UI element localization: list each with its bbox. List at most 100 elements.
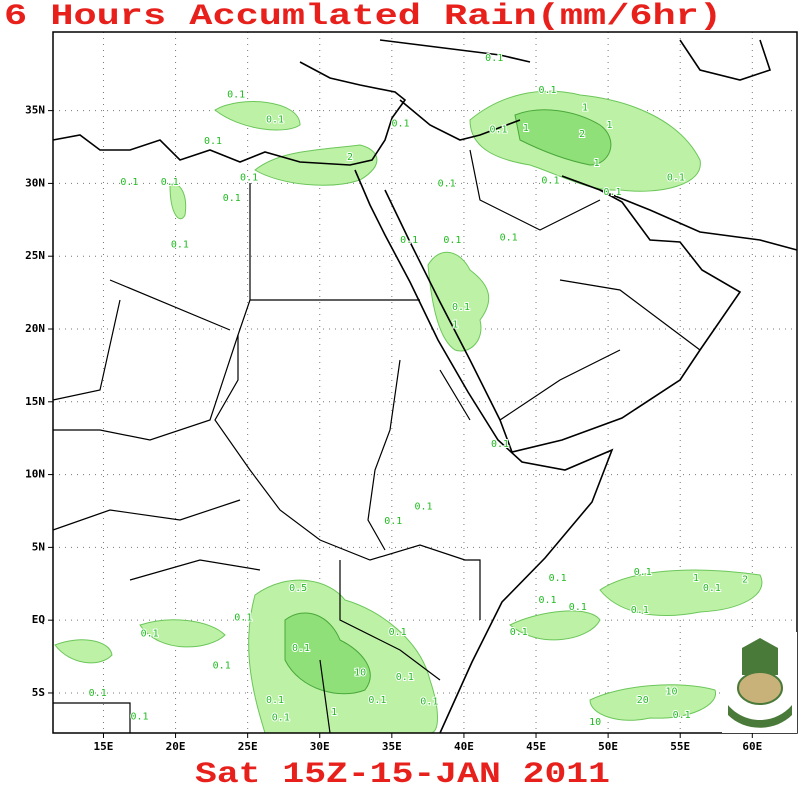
map-title: 6 Hours Accumlated Rain(mm/6hr) [4, 0, 722, 34]
contour-label: 0.1 [389, 627, 407, 638]
contour-label: 0.1 [391, 119, 409, 130]
map-frame [52, 31, 798, 734]
contour-label: 1 [607, 120, 613, 131]
y-tick-label: 20N [25, 322, 45, 335]
contour-label: 0.1 [510, 627, 528, 638]
rain-area [214, 101, 301, 131]
contour-label: 0.1 [631, 605, 649, 616]
contour-label: 0.1 [491, 439, 509, 450]
x-tick-label: 35E [382, 740, 402, 753]
y-tick-label: 5S [32, 686, 45, 699]
contour-label: 0.1 [213, 660, 231, 671]
rain-area [284, 612, 371, 695]
rain-area [599, 569, 763, 617]
border [214, 335, 466, 561]
contour-label: 0.1 [161, 177, 179, 188]
borders [52, 149, 701, 734]
contour-labels: 0.10.1112110.10.10.10.10.10.10.10.10.110… [88, 52, 749, 729]
contour-label: 10 [666, 687, 678, 698]
border [52, 279, 231, 401]
y-tick-label: 10N [25, 468, 45, 481]
contour-label: 2 [347, 152, 353, 163]
rain-area [254, 144, 378, 186]
y-tick-label: 25N [25, 249, 45, 262]
contour-label: 0.1 [452, 302, 470, 313]
coastline [379, 39, 531, 63]
contour-label: 20 [637, 695, 649, 706]
coastlines [52, 39, 798, 734]
coastline [52, 61, 407, 166]
y-tick-label: 15N [25, 395, 45, 408]
logo-emblem [742, 638, 778, 675]
contour-label: 0.1 [703, 583, 721, 594]
contour-label: 0.1 [234, 612, 252, 623]
contour-label: 0.1 [438, 178, 456, 189]
contour-label: 0.1 [634, 567, 652, 578]
contour-label: 0.1 [500, 232, 518, 243]
x-tick-label: 15E [94, 740, 114, 753]
contour-label: 0.1 [272, 713, 290, 724]
contour-label: 1 [582, 103, 588, 114]
x-tick-label: 50E [598, 740, 618, 753]
contour-label: 0.1 [89, 688, 107, 699]
contour-label: 0.1 [204, 136, 222, 147]
contour-label: 0.1 [130, 711, 148, 722]
contour-label: 2 [742, 574, 748, 585]
contour-label: 0.1 [120, 177, 138, 188]
contour-label: 0.1 [603, 187, 621, 198]
contour-label: 0.5 [289, 583, 307, 594]
rain-area [54, 639, 113, 664]
rain-areas [54, 90, 763, 734]
border [52, 499, 261, 581]
contour-label: 10 [354, 668, 366, 679]
contour-label: 0.1 [539, 85, 557, 96]
y-tick-label: 5N [32, 540, 45, 553]
contour-label: 10 [589, 717, 601, 728]
rain-area [509, 610, 601, 641]
x-tick-label: 60E [742, 740, 762, 753]
contour-label: 0.1 [541, 175, 559, 186]
contour-label: 0.1 [569, 602, 587, 613]
coastline [399, 99, 521, 141]
contour-label: 0.1 [420, 697, 438, 708]
rain-area [169, 183, 187, 220]
y-tick-label: 30N [25, 176, 45, 189]
coastline [599, 189, 798, 251]
contour-label: 0.1 [396, 672, 414, 683]
x-tick-label: 30E [310, 740, 330, 753]
contour-label: 0.1 [240, 173, 258, 184]
border [339, 559, 481, 681]
contour-label: 0.1 [171, 240, 189, 251]
map-date: Sat 15Z-15-JAN 2011 [195, 758, 610, 792]
contour-label: 0.1 [443, 235, 461, 246]
contour-label: 1 [523, 123, 529, 134]
contour-label: 1 [452, 320, 458, 331]
logo-seal [737, 671, 783, 705]
contour-label: 0.1 [266, 695, 284, 706]
rain-area [514, 109, 612, 166]
x-tick-label: 20E [166, 740, 186, 753]
contour-label: 0.1 [266, 114, 284, 125]
contour-label: 0.1 [227, 90, 245, 101]
border [367, 359, 471, 551]
rain-area [589, 684, 716, 721]
border [53, 299, 251, 441]
coastline [384, 175, 742, 453]
contour-label: 0.1 [667, 173, 685, 184]
x-tick-label: 45E [526, 740, 546, 753]
contour-label: 0.1 [141, 628, 159, 639]
border [53, 659, 331, 734]
contour-label: 1 [693, 573, 699, 584]
contour-label: 0.1 [384, 516, 402, 527]
coastline [354, 169, 614, 734]
contour-label: 0.1 [490, 125, 508, 136]
rain-area [139, 619, 226, 648]
contour-label: 0.1 [673, 710, 691, 721]
contour-label: 0.1 [400, 235, 418, 246]
x-tick-label: 25E [238, 740, 258, 753]
x-tick-label: 40E [454, 740, 474, 753]
contour-label: 0.1 [415, 502, 433, 513]
border [469, 149, 701, 421]
x-tick-label: 55E [670, 740, 690, 753]
